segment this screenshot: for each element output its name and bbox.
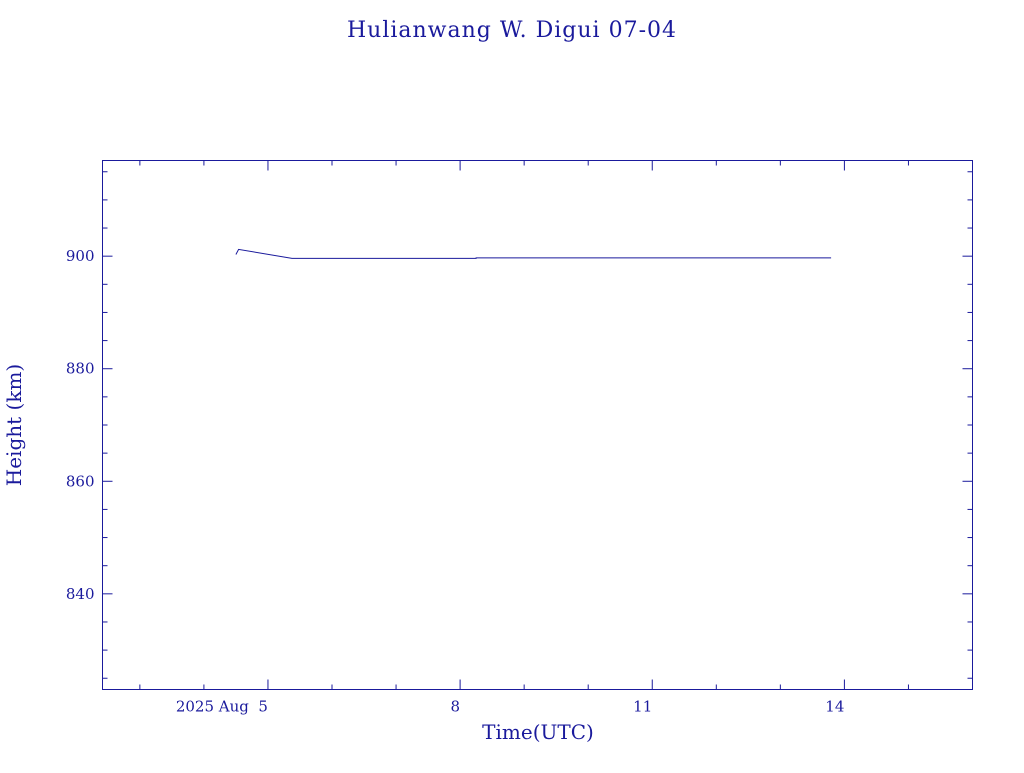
series-layer: [235, 248, 832, 259]
x-axis-label: Time(UTC): [482, 720, 594, 744]
y-tick-label: 860: [66, 472, 95, 490]
series-line: [235, 248, 832, 259]
y-axis-label: Height (km): [2, 364, 26, 486]
plot-frame: [102, 160, 973, 690]
x-tick-label: 2025 Aug 5: [176, 698, 268, 716]
x-tick-label: 8: [451, 698, 461, 716]
x-tick-label: 11: [633, 698, 652, 716]
chart-title: Hulianwang W. Digui 07-04: [347, 18, 677, 43]
x-tick-label: 14: [825, 698, 844, 716]
axis-ticks: 2025 Aug 5 8 11 14 840 860 880 900: [66, 160, 973, 716]
y-tick-label: 900: [66, 247, 95, 265]
y-tick-label: 840: [66, 585, 95, 603]
y-tick-label: 880: [66, 360, 95, 378]
